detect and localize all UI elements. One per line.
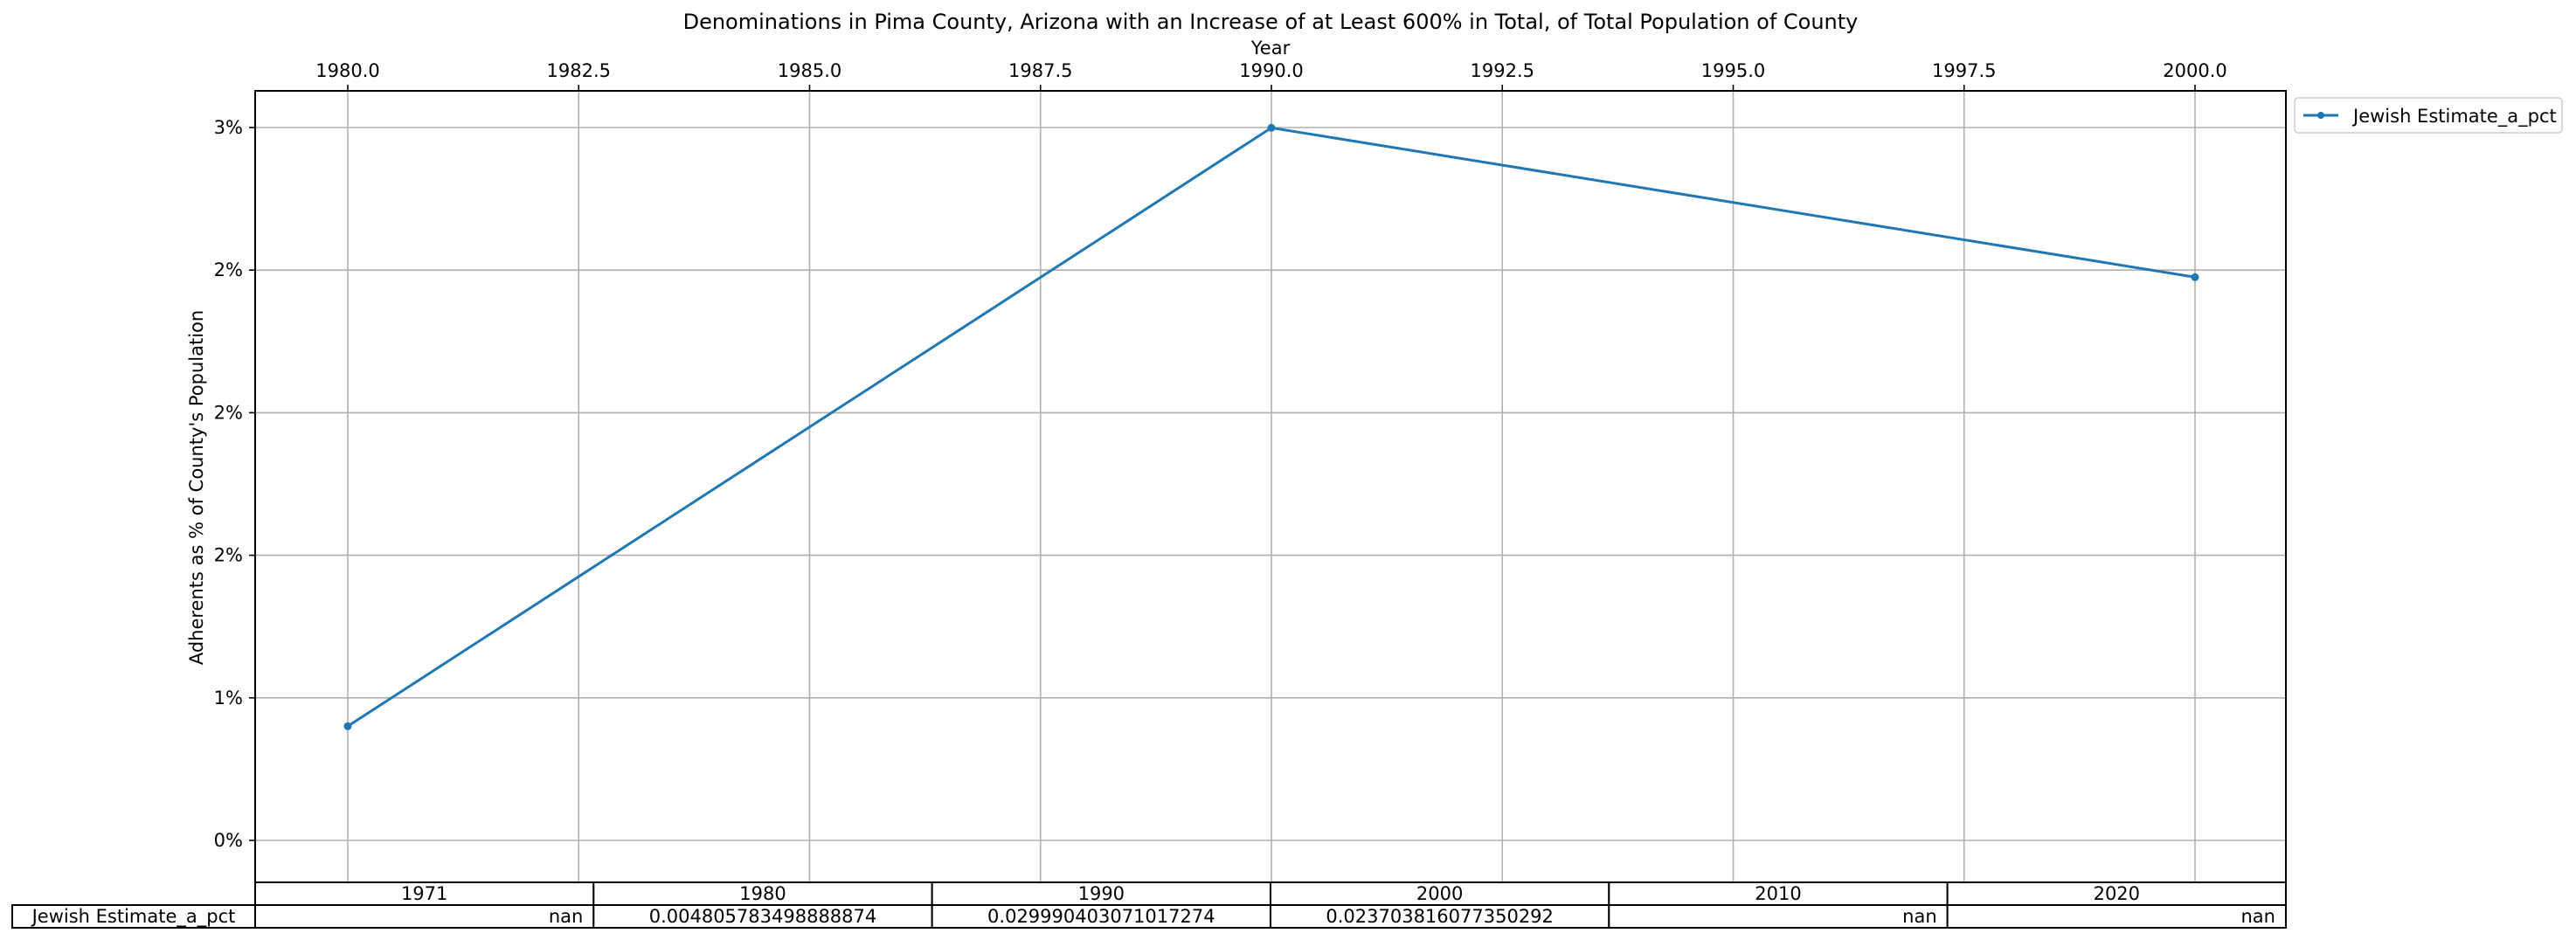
series: [343, 123, 2199, 730]
y-tick-label: 3%: [214, 117, 243, 138]
chart-title: Denominations in Pima County, Arizona wi…: [683, 10, 1859, 34]
y-tick-label: 2%: [214, 259, 243, 280]
y-tick-label: 0%: [214, 830, 243, 851]
y-tick-label: 2%: [214, 402, 243, 423]
table-header-cell: [254, 881, 595, 906]
data-point: [343, 722, 352, 730]
x-tick-label: 1980.0: [315, 60, 379, 81]
x-tick-label: 2000.0: [2163, 60, 2226, 81]
table-header-cell: [1946, 881, 2287, 906]
table-cell: [1269, 904, 1610, 929]
y-tick-label: 2%: [214, 545, 243, 566]
table-header-label: 1971: [401, 883, 447, 904]
x-tick-label: 1985.0: [778, 60, 841, 81]
plot-frame: [254, 90, 2287, 883]
table-cell: [1608, 904, 1949, 929]
data-table: 1971 1980 1990 2000 2010 2020 Jewish Estimate_…: [11, 881, 2287, 929]
grid: [255, 91, 2286, 882]
table-cell: [592, 904, 933, 929]
table-header-cell: [1608, 881, 1949, 906]
table-row-label: Jewish Estimate_a_pct: [31, 906, 236, 928]
table-cell: [931, 904, 1271, 929]
x-tick-label: 1987.5: [1008, 60, 1072, 81]
legend-label: Jewish Estimate_a_pct: [2351, 106, 2557, 128]
x-ticks: 1980.0 1982.5 1985.0 1987.5 1990.0 1992.5 1995…: [315, 60, 2227, 91]
y-tick-label: 1%: [214, 688, 243, 708]
y-ticks: 0% 1% 2% 2% 2% 3%: [214, 117, 255, 851]
table-header-label: 2020: [2094, 883, 2140, 904]
table-header-label: 1980: [739, 883, 786, 904]
legend-box: [2294, 97, 2563, 134]
x-axis-label: Year: [1250, 38, 1291, 59]
legend-marker-swatch: [2317, 112, 2324, 119]
x-tick-label: 1995.0: [1701, 60, 1765, 81]
x-tick-label: 1992.5: [1471, 60, 1534, 81]
table-header-label: 2010: [1755, 883, 1801, 904]
table-header-cell: [592, 881, 933, 906]
legend: Jewish Estimate_a_pct: [2294, 97, 2563, 134]
table-cell: [1946, 904, 2287, 929]
table-cell-value: 0.029990403071017274: [987, 906, 1215, 927]
x-tick-label: 1990.0: [1239, 60, 1303, 81]
table-cell-value: 0.023703816077350292: [1326, 906, 1554, 927]
table-row-label-cell: [11, 904, 256, 929]
table-cell-value: nan: [2240, 906, 2275, 927]
table-cell-value: nan: [1902, 906, 1937, 927]
table-cell-value: nan: [549, 906, 584, 927]
data-point: [2191, 273, 2199, 281]
y-axis-label: Adherents as % of County's Population: [186, 310, 207, 665]
x-tick-label: 1982.5: [547, 60, 611, 81]
data-point: [1267, 123, 1276, 132]
table-header-label: 2000: [1416, 883, 1463, 904]
table-cell: [254, 904, 595, 929]
table-cell-value: 0.004805783498888874: [649, 906, 877, 927]
table-header-label: 1990: [1078, 883, 1125, 904]
x-tick-label: 1997.5: [1932, 60, 1996, 81]
